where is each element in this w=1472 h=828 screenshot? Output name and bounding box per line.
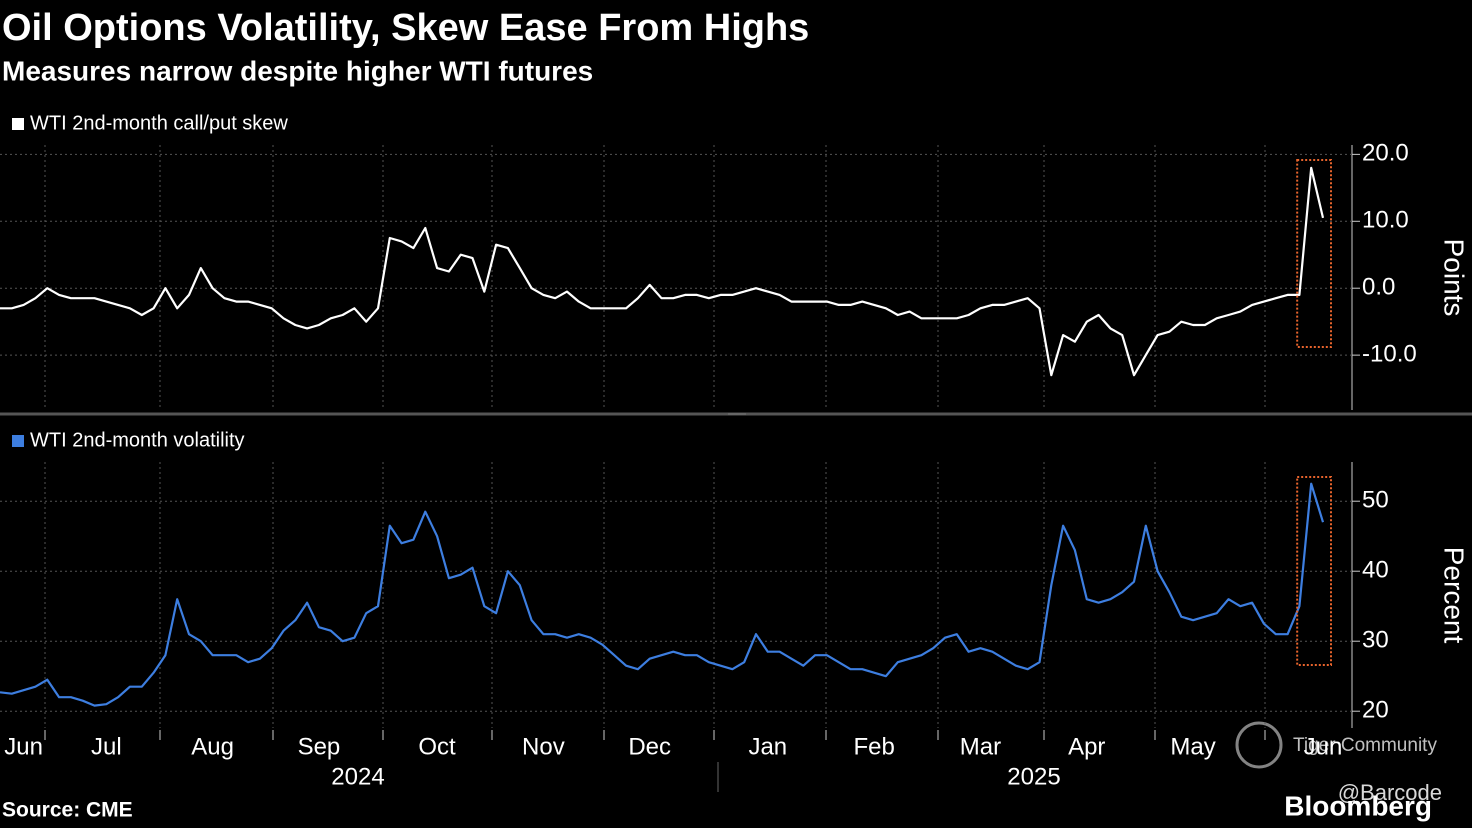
- line-series: [0, 482, 1325, 707]
- source: Source: CME: [2, 799, 133, 822]
- legend-swatch: [12, 118, 24, 130]
- x-tick-label: Aug: [191, 733, 234, 760]
- y-axis-title: Percent: [1439, 547, 1470, 644]
- x-tick-label: Nov: [522, 733, 565, 760]
- x-tick-label: Feb: [853, 733, 894, 760]
- x-tick-label: Oct: [418, 733, 456, 760]
- x-tick-label: Jul: [91, 733, 122, 760]
- y-axis-title: Points: [1439, 239, 1470, 317]
- y-tick-label: 50: [1362, 487, 1389, 514]
- year-label: 2024: [331, 763, 384, 790]
- legend-label: WTI 2nd-month volatility: [30, 429, 245, 451]
- watermark: @Barcode: [1338, 780, 1442, 805]
- y-tick-label: 20: [1362, 697, 1389, 724]
- brand: Bloomberg: [1284, 790, 1432, 821]
- y-tick-label: 30: [1362, 627, 1389, 654]
- y-tick-label: 10.0: [1362, 207, 1409, 234]
- x-tick-label: Jun: [1304, 733, 1343, 760]
- y-tick-label: 40: [1362, 557, 1389, 584]
- chart-title: Oil Options Volatility, Skew Ease From H…: [2, 7, 809, 49]
- y-tick-label: 20.0: [1362, 140, 1409, 167]
- watermark: Tiger Community: [1293, 735, 1437, 756]
- line-series: [0, 166, 1325, 377]
- x-tick-label: Jun: [4, 733, 43, 760]
- highlight-box: [1296, 159, 1332, 348]
- watermark-icon: [1235, 721, 1283, 769]
- legend-swatch: [12, 435, 24, 447]
- x-tick-label: Mar: [960, 733, 1001, 760]
- y-tick-label: 0.0: [1362, 274, 1395, 301]
- highlight-box: [1296, 476, 1332, 666]
- x-tick-label: Apr: [1068, 733, 1105, 760]
- year-label: 2025: [1007, 763, 1060, 790]
- chart-subtitle: Measures narrow despite higher WTI futur…: [2, 55, 593, 86]
- x-tick-label: May: [1170, 733, 1215, 760]
- legend-label: WTI 2nd-month call/put skew: [30, 112, 288, 134]
- y-tick-label: -10.0: [1362, 340, 1417, 367]
- x-tick-label: Sep: [298, 733, 341, 760]
- x-tick-label: Dec: [628, 733, 671, 760]
- x-tick-label: Jan: [748, 733, 787, 760]
